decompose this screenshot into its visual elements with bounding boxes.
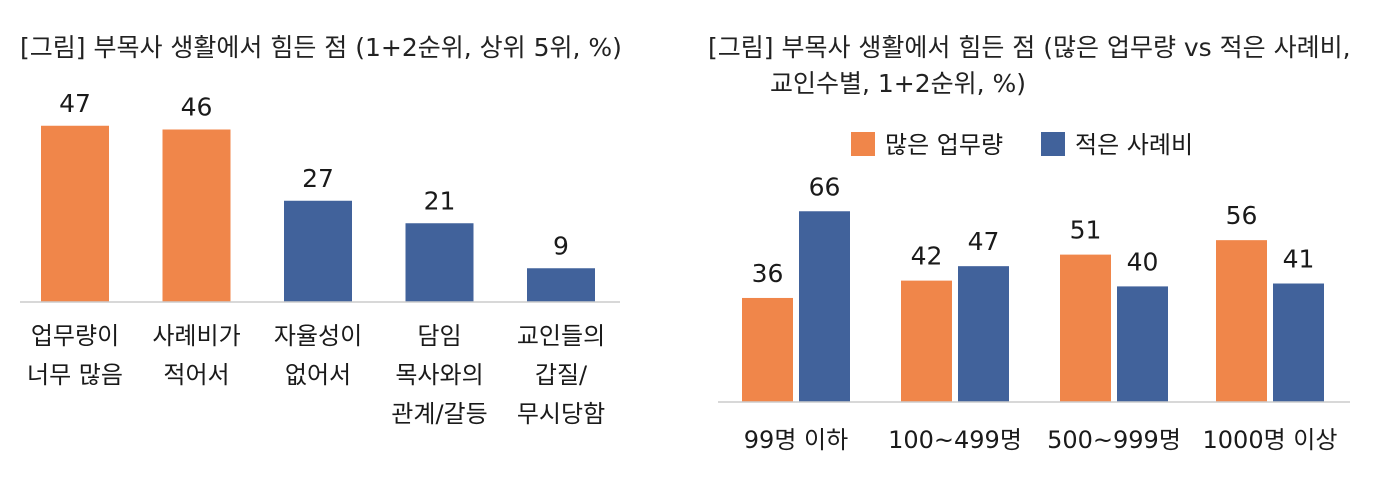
chart1-bar bbox=[162, 129, 231, 302]
chart1-x-tick-label: 담임 bbox=[417, 322, 461, 350]
chart1-x-tick-label: 적어서 bbox=[163, 361, 229, 389]
chart2-bar bbox=[901, 280, 952, 402]
chart1-x-tick-label: 너무 많음 bbox=[27, 361, 123, 389]
chart2-data-label: 40 bbox=[1127, 247, 1159, 276]
chart2-bar bbox=[799, 211, 850, 402]
chart2-data-label: 42 bbox=[911, 242, 943, 271]
chart2-bar bbox=[958, 266, 1009, 402]
chart1-x-tick-label: 업무량이 bbox=[31, 322, 119, 350]
chart2-x-tick-label: 500~999명 bbox=[1047, 426, 1181, 454]
chart1-x-tick-label: 사례비가 bbox=[152, 322, 240, 350]
chart2-title-line1: [그림] 부목사 생활에서 힘든 점 (많은 업무량 vs 적은 사례비, bbox=[708, 33, 1351, 62]
chart2-data-label: 56 bbox=[1226, 201, 1258, 230]
legend-swatch bbox=[1041, 132, 1065, 156]
chart1-bar bbox=[284, 200, 352, 302]
chart2-bar bbox=[1216, 240, 1267, 402]
chart1-data-label: 27 bbox=[302, 164, 334, 193]
chart2-legend: 많은 업무량 적은 사례비 bbox=[851, 131, 1193, 159]
chart1-x-tick-label: 관계/갈등 bbox=[391, 400, 487, 428]
legend-label: 많은 업무량 bbox=[885, 131, 1003, 159]
chart2-bar bbox=[1117, 286, 1168, 402]
chart1-x-tick-label: 갑질/ bbox=[535, 361, 588, 389]
chart2-x-tick-label: 1000명 이상 bbox=[1203, 426, 1338, 454]
chart2-data-label: 47 bbox=[968, 227, 1000, 256]
chart2-data-label: 36 bbox=[752, 259, 784, 288]
chart1-data-label: 9 bbox=[553, 231, 569, 260]
chart1-x-tick-label: 교인들의 bbox=[517, 322, 605, 350]
chart1-x-tick-label: 무시당함 bbox=[517, 400, 605, 428]
chart2-bar bbox=[742, 297, 793, 402]
chart1-bar bbox=[41, 125, 109, 302]
chart1-data-label: 46 bbox=[181, 93, 213, 122]
chart1-bar bbox=[527, 268, 595, 302]
legend-swatch bbox=[851, 132, 875, 156]
chart2-data-label: 51 bbox=[1070, 216, 1102, 245]
legend-label: 적은 사례비 bbox=[1075, 131, 1193, 159]
chart2-data-label: 66 bbox=[809, 172, 841, 201]
chart2-bar bbox=[1273, 283, 1324, 402]
chart2-x-tick-label: 99명 이하 bbox=[744, 426, 848, 454]
chart1-data-label: 21 bbox=[424, 186, 456, 215]
chart1-x-tick-label: 목사와의 bbox=[395, 361, 483, 389]
chart2-data-label: 41 bbox=[1283, 245, 1315, 274]
chart1-data-label: 47 bbox=[59, 89, 91, 118]
chart1-bar bbox=[405, 223, 474, 302]
chart2-title-line2: 교인수별, 1+2순위, %) bbox=[770, 69, 1026, 98]
chart1-x-tick-label: 자율성이 bbox=[274, 322, 362, 350]
chart-by-church-size: [그림] 부목사 생활에서 힘든 점 (많은 업무량 vs 적은 사례비, 교인… bbox=[708, 33, 1351, 454]
chart1-x-tick-label: 없어서 bbox=[285, 361, 351, 389]
chart2-bar bbox=[1060, 254, 1111, 402]
chart-top5-difficulties: [그림] 부목사 생활에서 힘든 점 (1+2순위, 상위 5위, %) 47 4… bbox=[20, 33, 622, 428]
chart1-title: [그림] 부목사 생활에서 힘든 점 (1+2순위, 상위 5위, %) bbox=[20, 33, 622, 62]
chart2-x-tick-label: 100~499명 bbox=[888, 426, 1022, 454]
